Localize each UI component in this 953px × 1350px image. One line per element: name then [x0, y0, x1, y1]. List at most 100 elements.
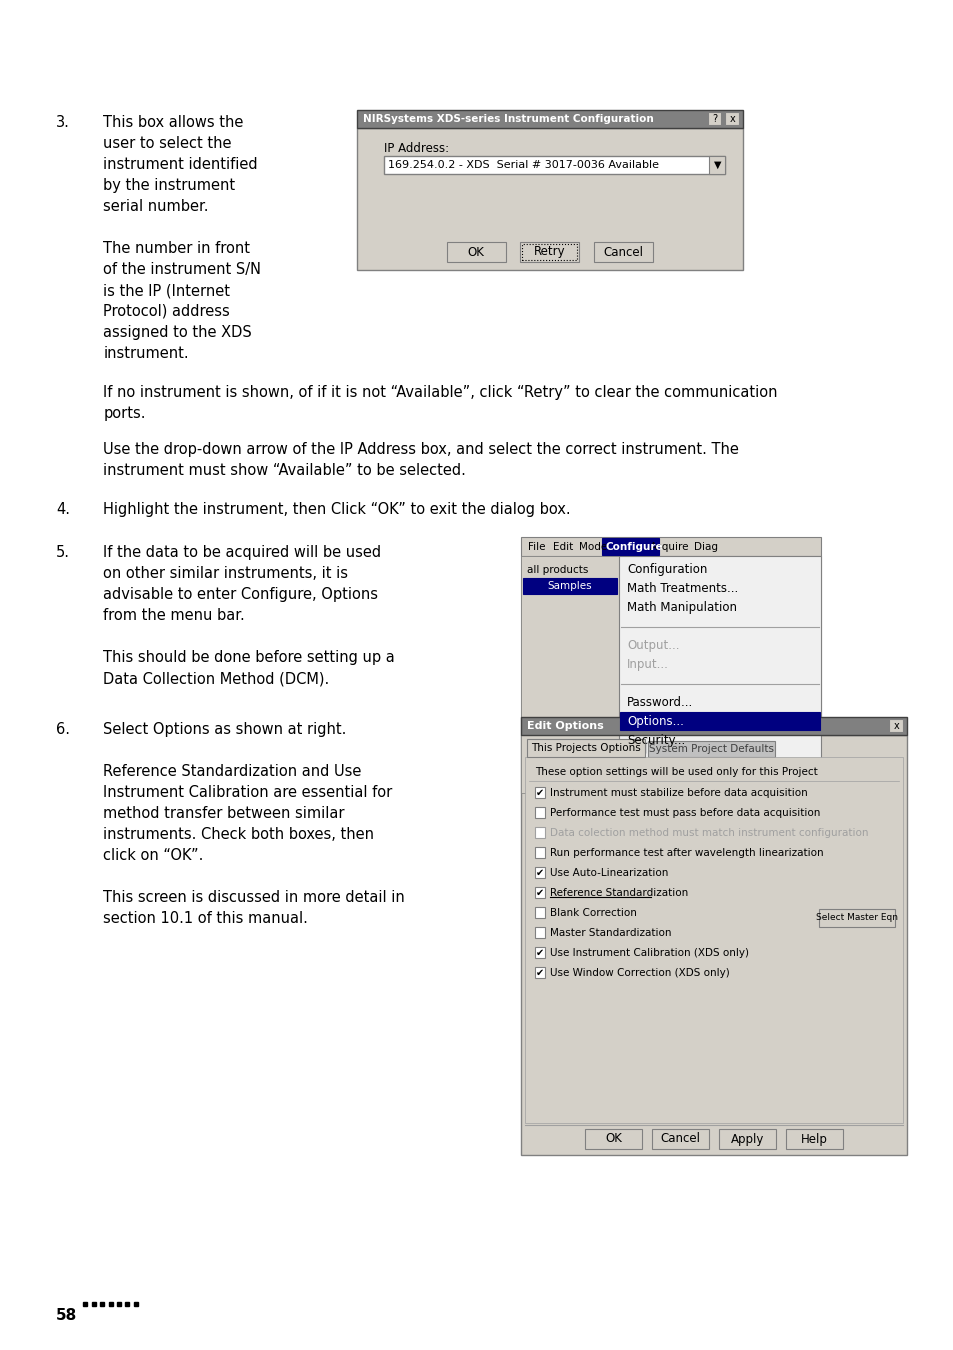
Text: of the instrument S/N: of the instrument S/N: [103, 262, 261, 277]
Text: Help: Help: [800, 1133, 826, 1146]
Text: Use Auto-Linearization: Use Auto-Linearization: [550, 868, 668, 878]
Bar: [356, 128, 742, 270]
Text: 5.: 5.: [56, 545, 70, 560]
Bar: [522, 578, 617, 594]
Bar: [534, 828, 545, 838]
Text: x: x: [728, 113, 734, 124]
Text: section 10.1 of this manual.: section 10.1 of this manual.: [103, 911, 308, 926]
Text: If no instrument is shown, of if it is not “Available”, click “Retry” to clear t: If no instrument is shown, of if it is n…: [103, 385, 777, 400]
Text: method transfer between similar: method transfer between similar: [103, 806, 344, 821]
Text: |: |: [643, 743, 647, 753]
Text: all products: all products: [526, 566, 587, 575]
Text: The number in front: The number in front: [103, 242, 250, 256]
Bar: [818, 909, 894, 927]
Text: ✔: ✔: [536, 868, 543, 878]
Text: This box allows the: This box allows the: [103, 115, 243, 130]
Bar: [534, 787, 545, 798]
Text: Data Collection Method (DCM).: Data Collection Method (DCM).: [103, 671, 329, 686]
Text: 4.: 4.: [56, 502, 70, 517]
Bar: [446, 242, 505, 262]
Text: Instrument Calibration are essential for: Instrument Calibration are essential for: [103, 784, 392, 801]
Text: ✔: ✔: [536, 887, 543, 898]
Bar: [601, 539, 659, 555]
Text: This screen is discussed in more detail in: This screen is discussed in more detail …: [103, 890, 404, 905]
Text: on other similar instruments, it is: on other similar instruments, it is: [103, 566, 348, 580]
Text: instrument identified: instrument identified: [103, 157, 257, 171]
Text: instrument must show “Available” to be selected.: instrument must show “Available” to be s…: [103, 463, 466, 478]
Text: Mode: Mode: [578, 541, 606, 552]
Text: This Projects Options: This Projects Options: [530, 743, 639, 753]
Text: Use Instrument Calibration (XDS only): Use Instrument Calibration (XDS only): [550, 948, 748, 957]
Bar: [618, 556, 820, 792]
Text: x: x: [892, 721, 898, 730]
Text: Apply: Apply: [730, 1133, 763, 1146]
Text: OK: OK: [467, 246, 484, 258]
Text: ✔: ✔: [536, 948, 543, 957]
Text: Password...: Password...: [626, 697, 693, 709]
Text: Performance test must pass before data acquisition: Performance test must pass before data a…: [550, 807, 820, 818]
Text: Run performance test after wavelength linearization: Run performance test after wavelength li…: [550, 848, 823, 857]
Text: File: File: [527, 541, 544, 552]
Text: System Project Defaults: System Project Defaults: [648, 744, 773, 755]
Bar: [524, 757, 902, 1123]
Text: by the instrument: by the instrument: [103, 178, 235, 193]
Text: This should be done before setting up a: This should be done before setting up a: [103, 649, 395, 666]
Text: Diag: Diag: [693, 541, 717, 552]
Text: ?: ?: [711, 113, 717, 124]
Bar: [594, 242, 652, 262]
Bar: [888, 720, 902, 732]
Text: Use the drop-down arrow of the IP Address box, and select the correct instrument: Use the drop-down arrow of the IP Addres…: [103, 441, 739, 458]
Bar: [521, 244, 577, 261]
Bar: [520, 556, 618, 792]
Text: 169.254.0.2 - XDS  Serial # 3017-0036 Available: 169.254.0.2 - XDS Serial # 3017-0036 Ava…: [388, 161, 659, 170]
Text: Output...: Output...: [626, 639, 679, 652]
Text: Cancel: Cancel: [659, 1133, 700, 1146]
Text: click on “OK”.: click on “OK”.: [103, 848, 203, 863]
Bar: [520, 717, 906, 734]
Bar: [520, 734, 906, 1156]
Bar: [534, 887, 545, 898]
Text: Select Master Eqn: Select Master Eqn: [815, 914, 897, 922]
Bar: [718, 1129, 775, 1149]
Text: ports.: ports.: [103, 406, 146, 421]
Bar: [519, 242, 578, 262]
Bar: [584, 1129, 641, 1149]
Bar: [356, 109, 742, 128]
Text: instruments. Check both boxes, then: instruments. Check both boxes, then: [103, 828, 374, 842]
Text: Edit: Edit: [553, 541, 573, 552]
Text: is the IP (Internet: is the IP (Internet: [103, 284, 230, 298]
Text: If the data to be acquired will be used: If the data to be acquired will be used: [103, 545, 381, 560]
Bar: [709, 157, 724, 174]
Bar: [785, 1129, 841, 1149]
Bar: [534, 907, 545, 918]
Text: Select Options as shown at right.: Select Options as shown at right.: [103, 722, 346, 737]
Text: from the menu bar.: from the menu bar.: [103, 608, 245, 622]
Text: Edit Options: Edit Options: [526, 721, 603, 730]
Bar: [707, 112, 720, 126]
Text: 6.: 6.: [56, 722, 70, 737]
Text: Master Standardization: Master Standardization: [550, 927, 671, 937]
Text: Blank Correction: Blank Correction: [550, 907, 637, 918]
Text: ✔: ✔: [536, 787, 543, 798]
Text: Use Window Correction (XDS only): Use Window Correction (XDS only): [550, 968, 729, 977]
Bar: [534, 946, 545, 958]
Bar: [647, 741, 775, 757]
Text: advisable to enter Configure, Options: advisable to enter Configure, Options: [103, 587, 377, 602]
Bar: [534, 967, 545, 977]
Text: Protocol) address: Protocol) address: [103, 304, 230, 319]
Text: Configuration: Configuration: [626, 563, 706, 576]
Text: instrument.: instrument.: [103, 346, 189, 360]
Text: Security...: Security...: [626, 734, 684, 747]
Text: Acquire: Acquire: [649, 541, 688, 552]
Bar: [619, 711, 819, 730]
Text: IP Address:: IP Address:: [384, 142, 449, 155]
Text: Retry: Retry: [534, 246, 565, 258]
Text: ✔: ✔: [536, 968, 543, 977]
Bar: [534, 867, 545, 878]
Bar: [520, 556, 820, 792]
Text: Instrument must stabilize before data acquisition: Instrument must stabilize before data ac…: [550, 787, 807, 798]
Text: NIRSystems XDS-series Instrument Configuration: NIRSystems XDS-series Instrument Configu…: [362, 113, 653, 124]
Text: 58: 58: [56, 1308, 77, 1323]
Text: OK: OK: [604, 1133, 621, 1146]
Text: Configure: Configure: [605, 541, 662, 552]
